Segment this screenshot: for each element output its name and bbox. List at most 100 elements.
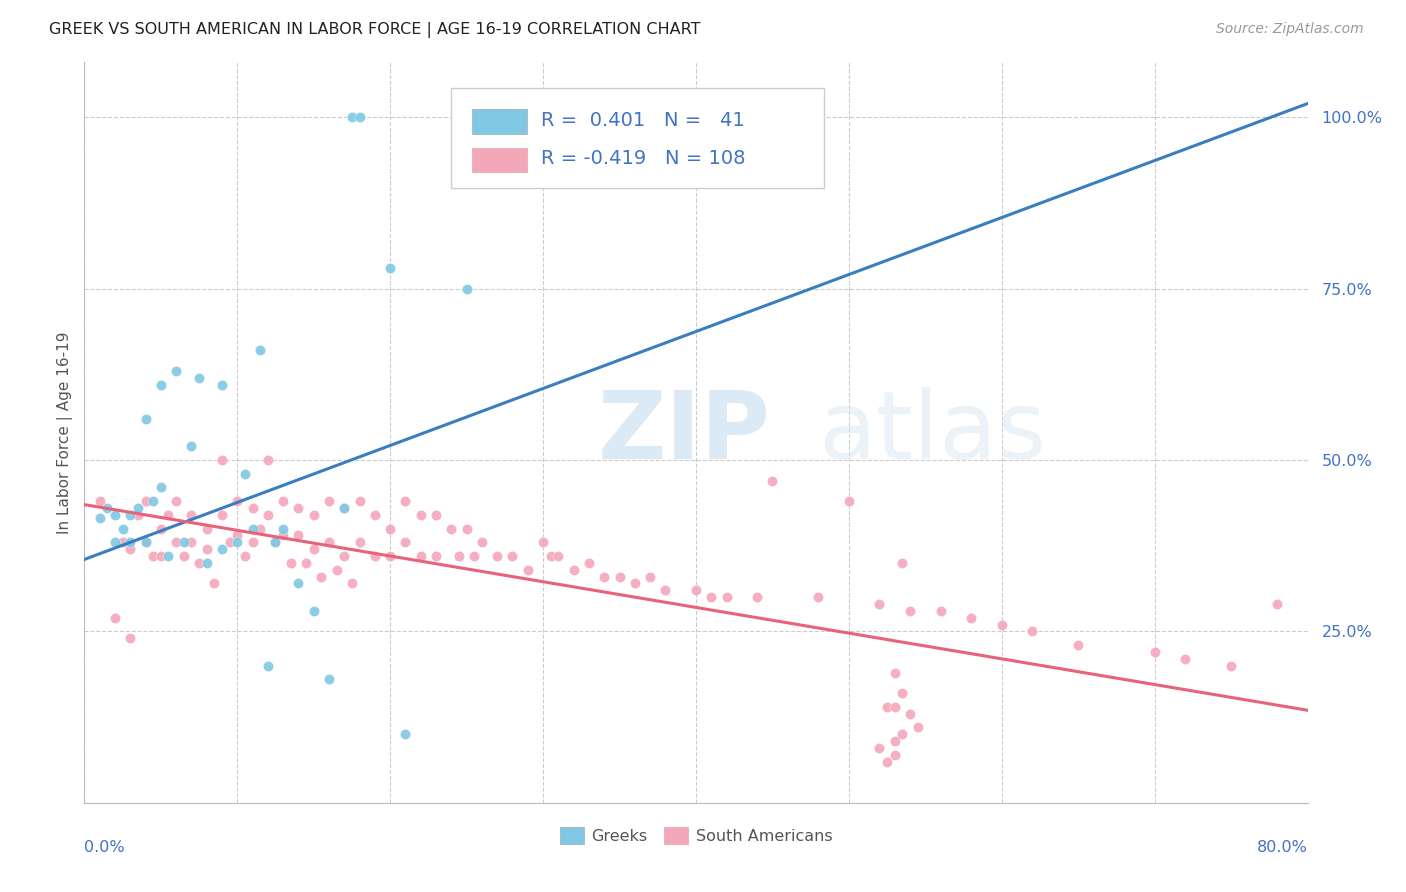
Point — [226, 494, 249, 508]
Point — [547, 549, 569, 563]
Point — [876, 755, 898, 769]
Point — [685, 583, 707, 598]
Point — [624, 576, 647, 591]
Text: 80.0%: 80.0% — [1257, 840, 1308, 855]
Point — [311, 569, 333, 583]
Point — [463, 549, 485, 563]
Point — [127, 501, 149, 516]
Point — [211, 377, 233, 392]
Point — [807, 590, 830, 604]
Point — [211, 508, 233, 522]
Point — [226, 535, 249, 549]
Point — [211, 542, 233, 557]
Point — [104, 508, 127, 522]
Point — [531, 110, 554, 124]
Point — [700, 590, 723, 604]
Point — [287, 576, 309, 591]
Point — [104, 535, 127, 549]
Point — [876, 699, 898, 714]
Point — [486, 549, 509, 563]
Point — [242, 501, 264, 516]
Point — [991, 617, 1014, 632]
Point — [1143, 645, 1166, 659]
Point — [157, 508, 180, 522]
Point — [654, 583, 676, 598]
Point — [135, 535, 157, 549]
Point — [891, 556, 914, 570]
Point — [165, 364, 187, 378]
Bar — [472, 109, 527, 134]
Point — [869, 741, 891, 756]
Point — [349, 110, 371, 124]
Point — [249, 522, 271, 536]
Point — [157, 549, 180, 563]
Point — [173, 549, 195, 563]
Point — [883, 699, 905, 714]
Point — [318, 535, 340, 549]
Point — [349, 494, 371, 508]
Point — [869, 597, 891, 611]
Point — [218, 535, 240, 549]
Point — [960, 610, 983, 624]
Point — [364, 508, 387, 522]
Point — [226, 528, 249, 542]
Point — [1265, 597, 1288, 611]
Point — [716, 590, 738, 604]
Point — [135, 412, 157, 426]
Point — [318, 673, 340, 687]
Point — [531, 535, 554, 549]
Point — [120, 542, 142, 557]
Point — [516, 563, 538, 577]
Point — [142, 549, 165, 563]
Bar — [472, 147, 527, 172]
Point — [104, 610, 127, 624]
Point — [593, 569, 616, 583]
Point — [302, 604, 325, 618]
Text: Source: ZipAtlas.com: Source: ZipAtlas.com — [1216, 22, 1364, 37]
Point — [271, 494, 294, 508]
Point — [447, 549, 470, 563]
Point — [1067, 638, 1090, 652]
Point — [233, 549, 256, 563]
Point — [883, 734, 905, 748]
Point — [409, 508, 432, 522]
Point — [295, 556, 318, 570]
Point — [761, 474, 783, 488]
Point — [340, 110, 363, 124]
Point — [111, 535, 134, 549]
Point — [120, 632, 142, 646]
Point — [149, 549, 172, 563]
Point — [364, 549, 387, 563]
Point — [188, 556, 211, 570]
Point — [502, 549, 524, 563]
Text: atlas: atlas — [818, 386, 1046, 479]
Point — [883, 665, 905, 680]
Point — [188, 371, 211, 385]
Point — [380, 522, 402, 536]
Point — [394, 727, 416, 741]
Point — [180, 508, 202, 522]
Point — [456, 522, 478, 536]
Point — [898, 706, 921, 721]
Point — [271, 528, 294, 542]
Point — [302, 542, 325, 557]
Text: R =  0.401   N =   41: R = 0.401 N = 41 — [541, 111, 744, 129]
Point — [333, 549, 356, 563]
Point — [264, 535, 287, 549]
Text: 0.0%: 0.0% — [84, 840, 125, 855]
Point — [333, 501, 356, 516]
Point — [891, 686, 914, 700]
Point — [380, 261, 402, 276]
Point — [333, 501, 356, 516]
Point — [195, 522, 218, 536]
Point — [89, 511, 111, 525]
Point — [127, 508, 149, 522]
Point — [907, 720, 929, 734]
Point — [271, 522, 294, 536]
Point — [233, 467, 256, 481]
Point — [120, 535, 142, 549]
Point — [135, 535, 157, 549]
Point — [249, 343, 271, 358]
Point — [838, 494, 860, 508]
Legend: Greeks, South Americans: Greeks, South Americans — [554, 821, 838, 850]
